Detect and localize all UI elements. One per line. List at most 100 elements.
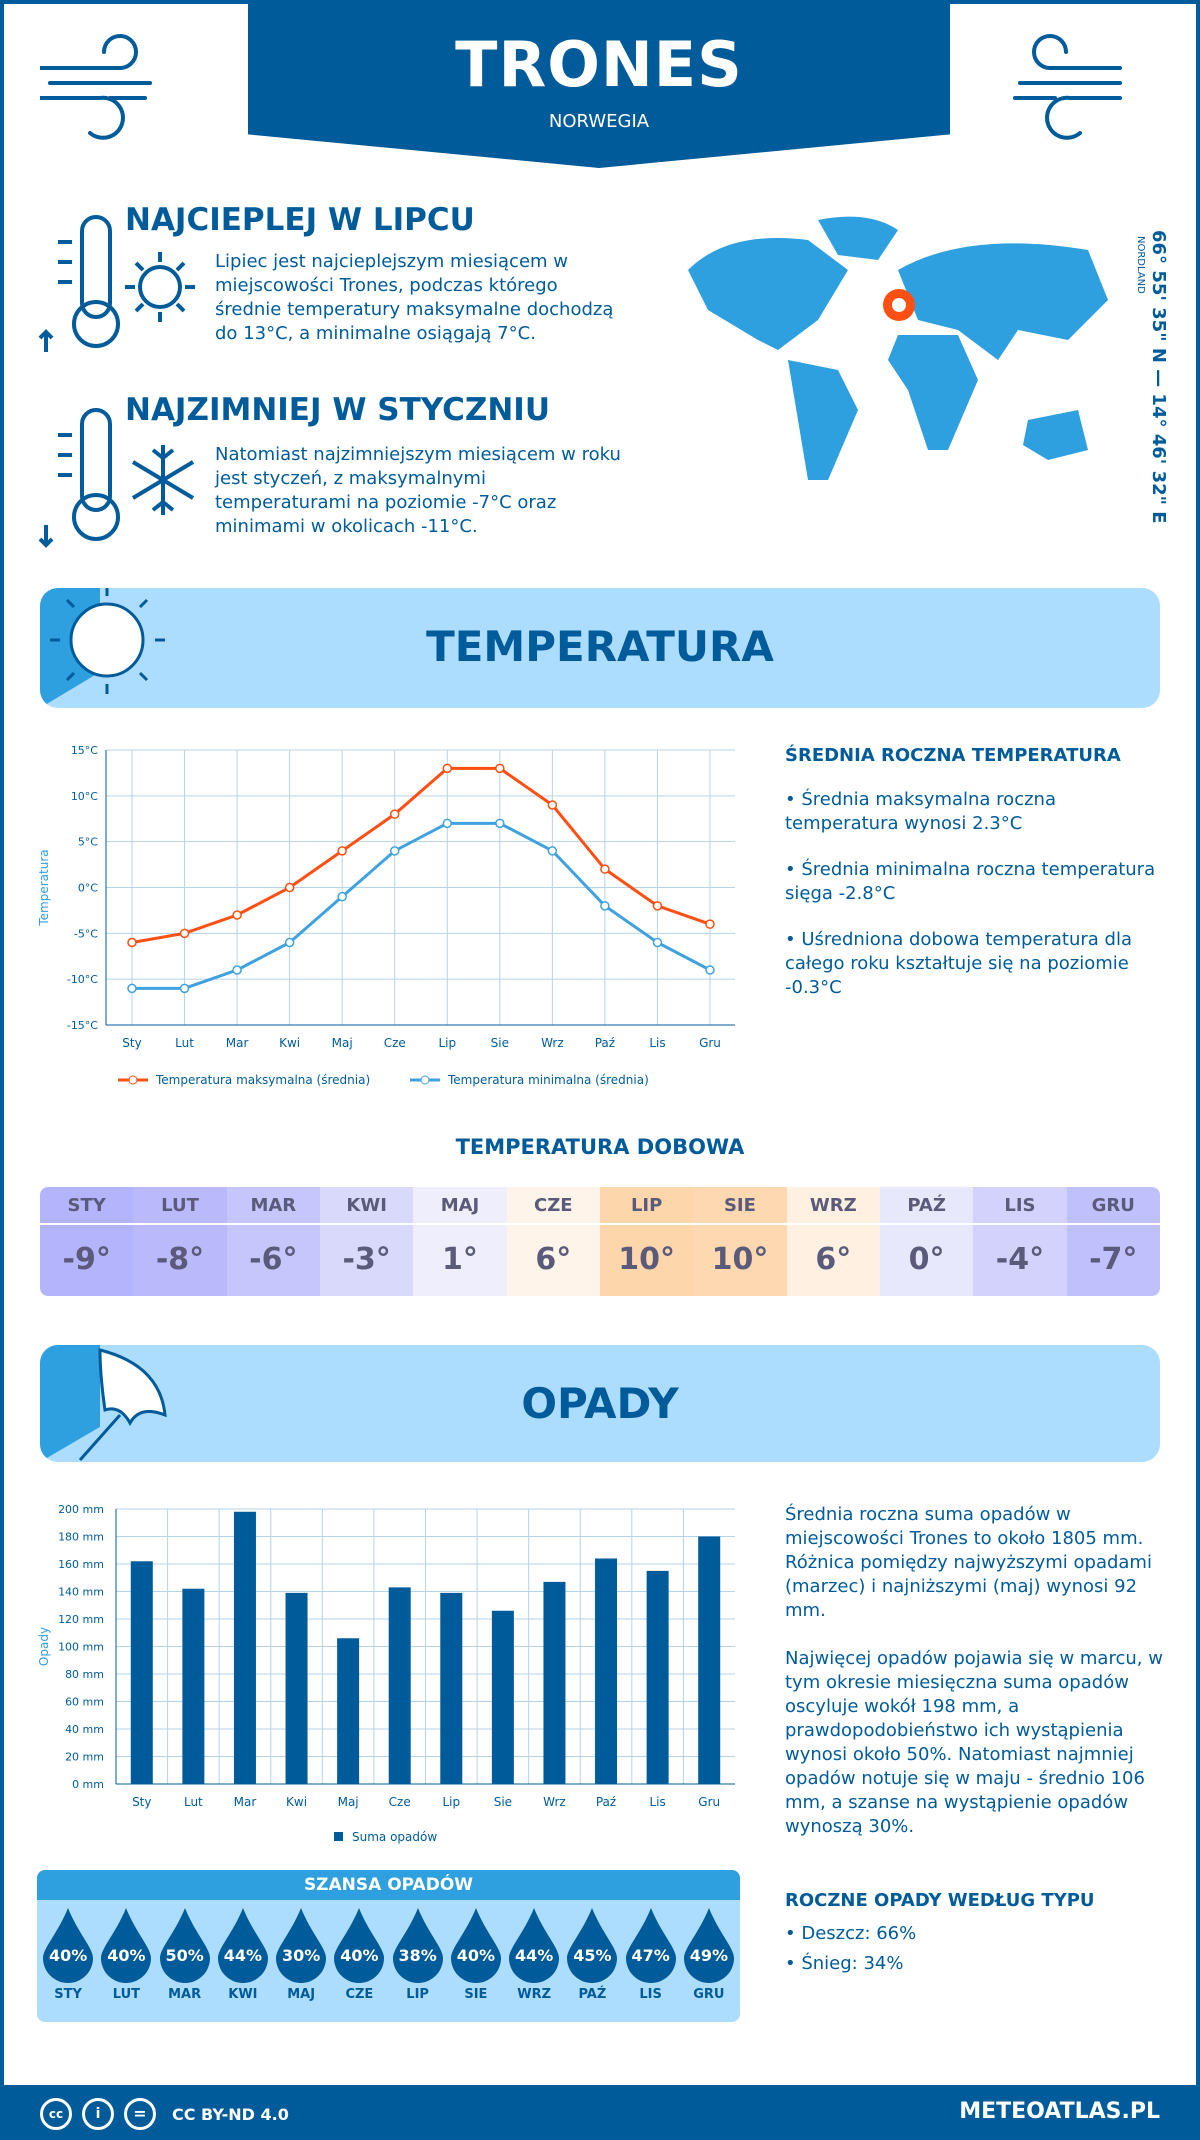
daily-month: KWI: [319, 1187, 414, 1225]
y-tick-label: 160 mm: [58, 1558, 104, 1571]
daily-temp-col: LUT -8°: [133, 1187, 227, 1296]
temperature-chart: 15°C 10°C 5°C 0°C -5°C -10°C -15°C Sty Lut Mar Kwi…: [37, 744, 735, 1087]
license-label[interactable]: CC BY-ND 4.0: [172, 2104, 289, 2124]
x-tick-label: Kwi: [279, 1036, 300, 1050]
raindrop-icon: [276, 1908, 327, 1983]
daily-month: SIE: [693, 1187, 787, 1225]
legend-swatch: [334, 1832, 343, 1841]
y-axis-label: Temperatura: [37, 849, 51, 926]
site-link[interactable]: METEOATLAS.PL: [959, 2099, 1160, 2124]
data-point: [179, 928, 190, 939]
no-derivatives-icon: =: [124, 2098, 156, 2130]
legend-marker: [420, 1075, 430, 1085]
data-point: [652, 937, 663, 948]
data-point: [705, 919, 715, 929]
chance-value: 47%: [631, 1946, 670, 1965]
chance-value: 44%: [514, 1946, 554, 1965]
chance-month: LIP: [406, 1987, 429, 2002]
x-tick-label: Maj: [332, 1036, 353, 1050]
y-tick-label: 120 mm: [58, 1613, 104, 1626]
daily-temp-col: KWI -3°: [319, 1187, 414, 1296]
x-tick-label: Maj: [338, 1795, 359, 1809]
daily-value: -4°: [995, 1242, 1045, 1277]
data-point: [232, 910, 242, 920]
chance-value: 30%: [281, 1946, 321, 1965]
sun-icon: [50, 588, 165, 694]
legend-label: Temperatura minimalna (średnia): [447, 1073, 649, 1087]
world-map: [688, 216, 1108, 480]
chance-item: 45% PAŹ: [564, 1900, 620, 2002]
coldest-text: Natomiast najzimniejszym miesiącem w rok…: [215, 444, 621, 537]
x-tick-label: Sie: [494, 1795, 512, 1809]
chance-value: 40%: [340, 1946, 379, 1965]
x-tick-label: Cze: [389, 1795, 411, 1809]
bar: [233, 1511, 256, 1784]
y-tick-label: 200 mm: [58, 1503, 104, 1516]
raindrop-icon: [625, 1908, 676, 1983]
raindrop-icon: [509, 1908, 560, 1983]
chance-item: 40% LUT: [98, 1900, 154, 2002]
daily-value: 1°: [442, 1242, 478, 1277]
precip-type-rain: • Deszcz: 66%: [785, 1923, 917, 1944]
daily-month: GRU: [1066, 1187, 1160, 1225]
chance-item: 40% CZE: [331, 1900, 387, 2002]
chance-month: LUT: [112, 1987, 140, 2002]
legend-label: Temperatura maksymalna (średnia): [155, 1073, 370, 1087]
y-tick-label: 60 mm: [65, 1696, 104, 1709]
chance-item: 44% KWI: [215, 1900, 271, 2002]
raindrop-icon: [101, 1908, 152, 1983]
series-line: [131, 766, 711, 944]
series-line: [132, 821, 711, 990]
x-tick-label: Lip: [442, 1795, 460, 1809]
annual-temp-title: ŚREDNIA ROCZNA TEMPERATURA: [785, 745, 1121, 766]
x-tick-label: Sty: [122, 1036, 141, 1050]
thermometer-cold-icon: [38, 408, 195, 548]
chance-value: 40%: [48, 1946, 88, 1965]
daily-month: LIS: [973, 1187, 1067, 1225]
bar: [440, 1592, 463, 1784]
daily-value: -7°: [1089, 1242, 1138, 1277]
daily-value: -6°: [249, 1242, 298, 1277]
data-point: [179, 983, 190, 994]
y-tick-label: 100 mm: [58, 1641, 104, 1654]
footer: cc i = CC BY-ND 4.0 METEOATLAS.PL: [0, 2085, 1200, 2140]
precip-type-snow: • Śnieg: 34%: [785, 1953, 904, 1974]
bar: [646, 1570, 669, 1784]
chance-item: 47% LIS: [623, 1900, 679, 2002]
attribution-icon: i: [82, 2098, 114, 2130]
daily-temp-col: MAJ 1°: [413, 1187, 507, 1296]
data-point: [284, 937, 295, 948]
daily-month: CZE: [506, 1187, 600, 1225]
data-point: [389, 846, 400, 856]
chance-title: SZANSA OPADÓW: [37, 1870, 740, 1900]
stat-avg: • Uśredniona dobowa temperatura dla całe…: [785, 929, 1133, 998]
daily-month: MAR: [226, 1187, 320, 1225]
daily-temp-col: LIS -4°: [973, 1187, 1067, 1296]
daily-temp-col: LIP 10°: [599, 1187, 694, 1296]
chance-month: MAR: [168, 1987, 202, 2002]
y-tick-label: -5°C: [74, 927, 98, 940]
bar: [491, 1610, 514, 1784]
data-point: [495, 763, 505, 774]
raindrop-icon: [450, 1908, 501, 1983]
raindrop-icon: [159, 1908, 210, 1983]
chance-item: 30% MAJ: [273, 1900, 329, 2002]
daily-temp-col: MAR -6°: [226, 1187, 320, 1296]
legend-marker: [128, 1075, 138, 1085]
daily-value: 10°: [618, 1242, 675, 1277]
chance-month: KWI: [228, 1987, 258, 2002]
data-point: [127, 983, 137, 994]
chance-value: 40%: [456, 1946, 496, 1965]
daily-month: STY: [40, 1187, 134, 1225]
y-tick-label: -10°C: [67, 973, 98, 986]
city-title: TRONES: [455, 28, 743, 101]
precip-summary: Średnia roczna suma opadów w miejscowośc…: [785, 1504, 1152, 1621]
daily-value: 6°: [535, 1242, 572, 1277]
chance-month: CZE: [345, 1987, 374, 2002]
daily-value: -3°: [342, 1242, 391, 1277]
data-point: [547, 800, 558, 810]
y-tick-label: 5°C: [78, 836, 98, 849]
precipitation-heading: OPADY: [521, 1379, 679, 1428]
data-point: [232, 965, 242, 975]
data-point: [495, 818, 505, 829]
